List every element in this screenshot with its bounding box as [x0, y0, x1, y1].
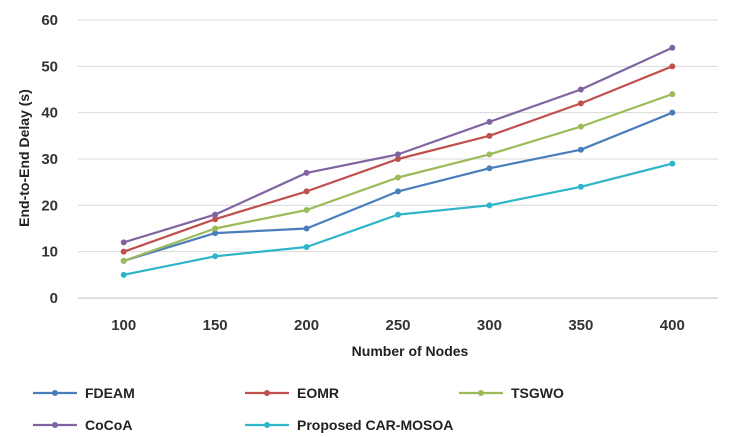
legend-label: CoCoA [85, 417, 132, 433]
y-tick-label: 20 [41, 197, 58, 214]
x-tick-label: 250 [385, 317, 410, 334]
data-point [212, 216, 219, 223]
data-point [395, 211, 401, 218]
series-tsgwo [120, 91, 676, 264]
x-tick-label: 400 [660, 317, 685, 334]
data-point [303, 188, 310, 195]
y-tick-label: 60 [41, 12, 58, 29]
legend-swatch-marker [52, 422, 58, 428]
data-point [577, 123, 584, 130]
y-tick-label: 30 [41, 151, 58, 168]
legend-swatch-marker [52, 390, 58, 396]
data-point [395, 174, 401, 181]
data-point [486, 202, 493, 209]
data-point [486, 151, 493, 158]
data-point [303, 169, 310, 176]
data-point [669, 109, 676, 116]
legend-item: FDEAM [33, 385, 135, 401]
series-lines [120, 44, 676, 278]
x-axis-ticks: 100 150 200 250 300 350 400 [111, 317, 685, 334]
data-point [120, 271, 127, 278]
data-point [395, 188, 401, 195]
x-tick-label: 100 [111, 317, 136, 334]
data-point [669, 44, 676, 51]
legend-label: EOMR [297, 385, 339, 401]
series-eomr [120, 63, 676, 255]
y-tick-label: 10 [41, 244, 58, 261]
legend-label: FDEAM [85, 385, 135, 401]
legend-swatch-marker [264, 390, 270, 396]
data-point [669, 63, 676, 70]
legend-item: TSGWO [459, 385, 564, 401]
data-point [120, 248, 127, 255]
data-point [577, 183, 584, 190]
legend-swatch-marker [478, 390, 484, 396]
data-point [486, 132, 493, 139]
y-tick-label: 0 [50, 290, 58, 307]
data-point [486, 118, 493, 125]
data-point [669, 160, 676, 167]
legend-item: EOMR [245, 385, 339, 401]
legend-label: Proposed CAR-MOSOA [297, 417, 453, 433]
series-line [123, 111, 673, 262]
y-tick-label: 50 [41, 58, 58, 75]
data-point [669, 91, 676, 98]
legend-label: TSGWO [511, 385, 564, 401]
data-point [395, 151, 401, 158]
x-axis-title: Number of Nodes [352, 343, 469, 359]
data-point [212, 253, 219, 260]
data-point [212, 211, 219, 218]
data-point [303, 244, 310, 251]
data-point [303, 206, 310, 213]
series-proposed-car-mosoa [120, 160, 676, 278]
data-point [212, 230, 219, 237]
x-tick-label: 150 [203, 317, 228, 334]
data-point [120, 257, 127, 264]
data-point [486, 165, 493, 172]
y-tick-label: 40 [41, 105, 58, 122]
x-tick-label: 300 [477, 317, 502, 334]
legend-swatch-marker [264, 422, 270, 428]
legend: FDEAM EOMR TSGWO CoCoA Proposed CAR-MOSOA [33, 385, 564, 433]
x-tick-label: 200 [294, 317, 319, 334]
data-point [577, 86, 584, 93]
data-point [395, 156, 401, 162]
series-cocoa [120, 44, 676, 246]
data-point [577, 146, 584, 153]
x-tick-label: 350 [568, 317, 593, 334]
data-point [577, 100, 584, 107]
y-axis-ticks: 0 10 20 30 40 50 60 [41, 12, 58, 307]
series-fdeam [120, 109, 676, 264]
data-point [120, 239, 127, 246]
data-point [212, 225, 219, 232]
data-point [303, 225, 310, 232]
legend-item: Proposed CAR-MOSOA [245, 417, 453, 433]
legend-item: CoCoA [33, 417, 132, 433]
y-axis-title: End-to-End Delay (s) [16, 89, 32, 227]
